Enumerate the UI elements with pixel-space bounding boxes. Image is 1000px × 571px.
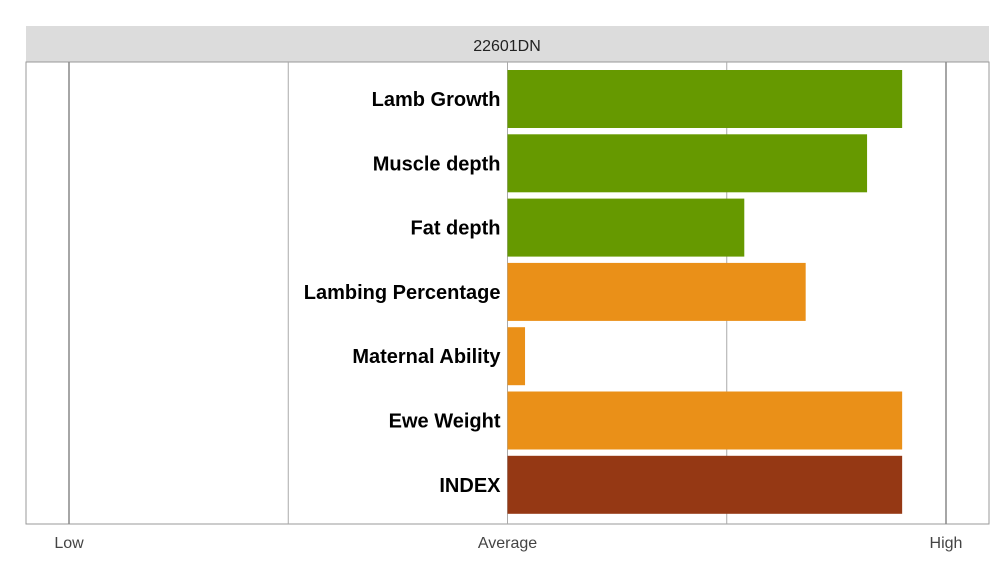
category-label-lambing-percentage: Lambing Percentage [304, 282, 501, 304]
bar-lamb-growth [507, 70, 903, 128]
category-label-ewe-weight: Ewe Weight [389, 411, 501, 433]
category-label-fat-depth: Fat depth [411, 218, 501, 240]
category-label-muscle-depth: Muscle depth [373, 153, 501, 175]
x-tick-label-average: Average [478, 535, 537, 552]
category-labels: Lamb Growth Muscle depth Fat depth Lambing … [304, 89, 502, 497]
bar-index [507, 455, 903, 514]
chart-title: 22601DN [473, 38, 541, 55]
x-tick-label-low: Low [54, 535, 84, 552]
chart-header-background [26, 26, 989, 62]
category-label-lamb-growth: Lamb Growth [372, 89, 501, 111]
category-label-maternal-ability: Maternal Ability [352, 346, 501, 368]
bar-maternal-ability [507, 327, 526, 386]
category-label-index: INDEX [439, 475, 501, 497]
bar-lambing-percentage [507, 262, 806, 321]
bar-fat-depth [507, 198, 745, 257]
x-axis-tick-labels: Low Average High [54, 535, 962, 552]
x-tick-label-high: High [930, 535, 963, 552]
bars [507, 70, 903, 514]
bar-ewe-weight [507, 391, 903, 450]
bar-muscle-depth [507, 134, 868, 193]
